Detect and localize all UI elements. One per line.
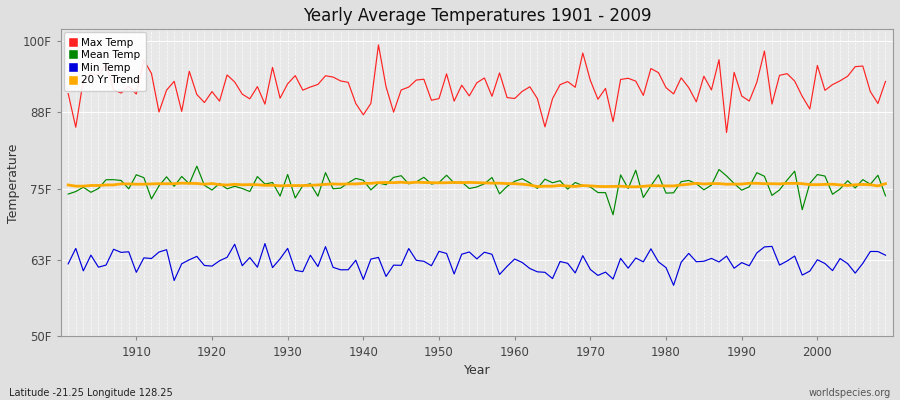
X-axis label: Year: Year (464, 364, 490, 377)
Legend: Max Temp, Mean Temp, Min Temp, 20 Yr Trend: Max Temp, Mean Temp, Min Temp, 20 Yr Tre… (64, 32, 146, 91)
Text: Latitude -21.25 Longitude 128.25: Latitude -21.25 Longitude 128.25 (9, 388, 173, 398)
Title: Yearly Average Temperatures 1901 - 2009: Yearly Average Temperatures 1901 - 2009 (302, 7, 651, 25)
Y-axis label: Temperature: Temperature (7, 143, 20, 222)
Text: worldspecies.org: worldspecies.org (809, 388, 891, 398)
